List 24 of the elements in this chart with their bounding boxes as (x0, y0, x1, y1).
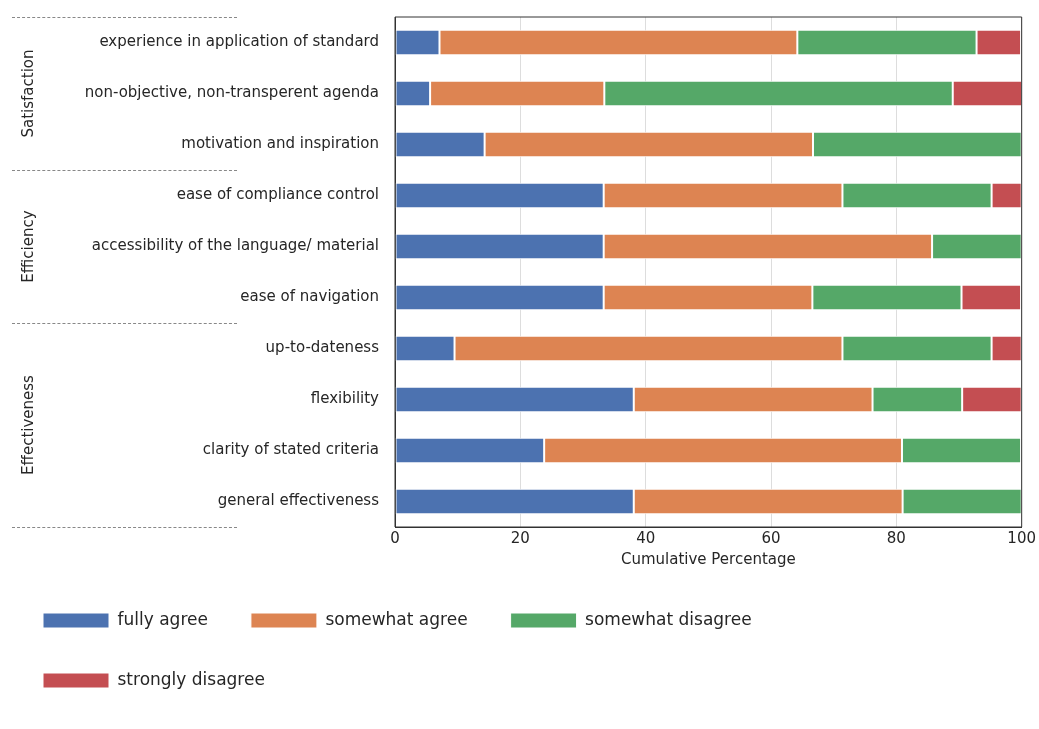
text: Satisfaction (18, 49, 37, 138)
x-tick-label: 20 (510, 528, 530, 547)
x-tick-label: 40 (636, 528, 656, 547)
legend-label: strongly disagree (117, 668, 265, 689)
x-tick-label: 0 (390, 528, 400, 547)
y-tick-label: motivation and inspiration (181, 134, 379, 153)
x-tick-label: 60 (761, 528, 781, 547)
legend-label: somewhat disagree (585, 608, 752, 629)
y-tick-label: flexibility (310, 389, 380, 408)
y-tick-label: general effectiveness (217, 491, 380, 510)
y-tick-label: ease of navigation (240, 287, 379, 306)
x-axis-title: Cumulative Percentage (620, 549, 796, 568)
text: Efficiency (18, 210, 37, 283)
y-tick-label: up-to-dateness (265, 338, 380, 357)
legend-label: fully agree (117, 608, 208, 629)
y-tick-label: clarity of stated criteria (202, 440, 379, 459)
y-tick-label: non-objective, non-transperent agenda (84, 83, 379, 102)
text: Effectiveness (18, 374, 37, 475)
x-tick-label: 100 (1007, 528, 1037, 547)
legend-label: somewhat agree (325, 608, 468, 629)
y-tick-label: ease of compliance control (176, 185, 379, 204)
y-tick-label: accessibility of the language/ material (91, 236, 379, 255)
x-tick-label: 80 (886, 528, 906, 547)
y-tick-label: experience in application of standard (99, 32, 379, 51)
